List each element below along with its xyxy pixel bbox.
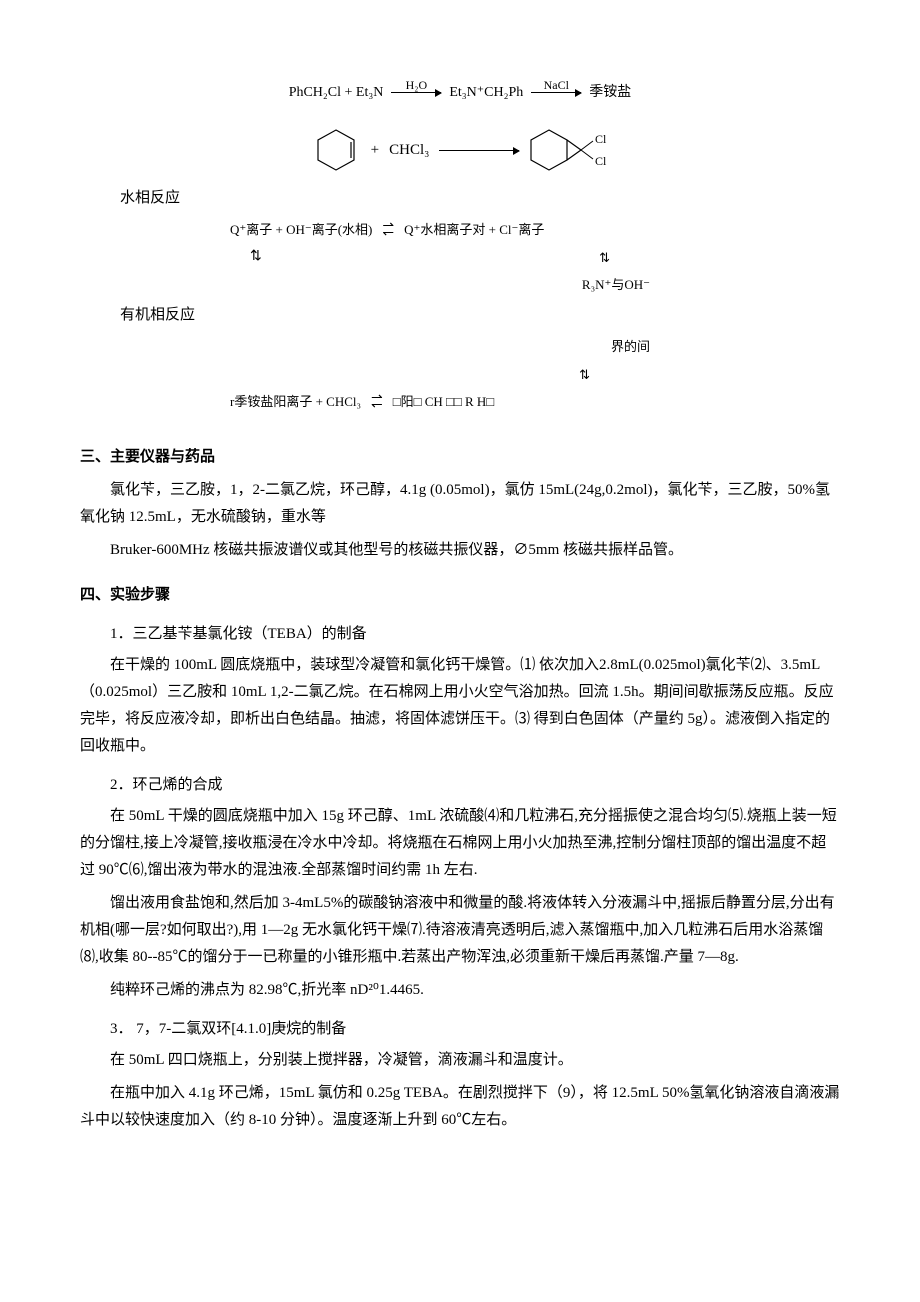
equilibrium-arrow-2: ⇀↽ — [371, 395, 383, 409]
mech-aq-left: Q⁺离子 + OH⁻离子(水相) — [230, 218, 372, 241]
down-up-arrow-icon: ⇅ — [599, 246, 610, 269]
cyclohexene-icon — [311, 125, 361, 175]
section-3-p1: 氯化苄，三乙胺，1，2-二氯乙烷，环己醇，4.1g (0.05mol)，氯仿 1… — [80, 477, 840, 531]
arrow-1: H₂O — [391, 92, 441, 93]
up-arrow-icon: ⇅ — [250, 253, 262, 261]
product-2: 季铵盐 — [589, 80, 631, 105]
diagram-reaction-2: + CHCl₃ Cl Cl — [80, 125, 840, 175]
mech-mid3-text: 界的间 — [611, 335, 650, 358]
diagram-reaction-1: PhCH₂Cl + Et₃N H₂O Et₃N⁺CH₂Ph NaCl 季铵盐 — [80, 80, 840, 105]
arrow-2: NaCl — [531, 92, 581, 93]
section-3-p2: Bruker-600MHz 核磁共振波谱仪或其他型号的核磁共振仪器，∅5mm 核… — [80, 537, 840, 564]
mech-org-right: □阳□ CH □□ R H□ — [393, 390, 494, 413]
equilibrium-arrow-1: ⇀↽ — [382, 223, 394, 237]
mechanism-grid-2: 界的间 ⇅ r季铵盐阳离子 + CHCl₃ ⇀↽ □阳□ CH □□ R H□ — [230, 335, 840, 413]
mech-mid-2: 界的间 — [230, 335, 650, 358]
reaction-diagram: PhCH₂Cl + Et₃N H₂O Et₃N⁺CH₂Ph NaCl 季铵盐 +… — [80, 80, 840, 414]
cl-label-1: Cl — [595, 132, 607, 146]
aqueous-phase-label: 水相反应 — [120, 185, 840, 212]
mech-aq-right: Q⁺水相离子对 + Cl⁻离子 — [404, 218, 544, 241]
step2-p1: 在 50mL 干燥的圆底烧瓶中加入 15g 环己醇、1mL 浓硫酸⑷和几粒沸石,… — [80, 803, 840, 884]
mech-mid-1: R₃N⁺与OH⁻ — [230, 273, 650, 296]
arrow-1-label: H₂O — [391, 75, 441, 97]
down-up-arrow-icon-2: ⇅ — [579, 363, 590, 386]
plus-sign: + — [371, 137, 379, 164]
step1-title: 1．三乙基苄基氯化铵（TEBA）的制备 — [80, 621, 840, 648]
mech-org-left: r季铵盐阳离子 + CHCl₃ — [230, 390, 361, 413]
section-4-heading: 四、实验步骤 — [80, 582, 840, 609]
chcl3-reagent: CHCl₃ — [389, 137, 429, 164]
step2-title: 2．环己烯的合成 — [80, 772, 840, 799]
arrow-3 — [439, 150, 519, 151]
mech-row-aqueous: Q⁺离子 + OH⁻离子(水相) ⇀↽ Q⁺水相离子对 + Cl⁻离子 — [230, 218, 840, 241]
mechanism-grid: Q⁺离子 + OH⁻离子(水相) ⇀↽ Q⁺水相离子对 + Cl⁻离子 ⇅ ⇅ … — [230, 218, 840, 296]
section-3-heading: 三、主要仪器与药品 — [80, 444, 840, 471]
product-1: Et₃N⁺CH₂Ph — [449, 80, 523, 105]
step2-p2: 馏出液用食盐饱和,然后加 3-4mL5%的碳酸钠溶液中和微量的酸.将液体转入分液… — [80, 890, 840, 971]
organic-phase-label: 有机相反应 — [120, 302, 840, 329]
cl-label-2: Cl — [595, 154, 607, 168]
reactant-1: PhCH₂Cl + Et₃N — [289, 80, 384, 105]
bicyclic-product-icon: Cl Cl — [529, 125, 609, 175]
step1-body: 在干燥的 100mL 圆底烧瓶中，装球型冷凝管和氯化钙干燥管。⑴ 依次加入2.8… — [80, 652, 840, 760]
mech-vert-1: ⇅ ⇅ — [230, 246, 650, 269]
mech-row-organic: r季铵盐阳离子 + CHCl₃ ⇀↽ □阳□ CH □□ R H□ — [230, 390, 840, 413]
step2-p3: 纯粹环己烯的沸点为 82.98℃,折光率 nD²⁰1.4465. — [80, 977, 840, 1004]
mech-mid1-text: R₃N⁺与OH⁻ — [582, 273, 650, 296]
step3-p1: 在 50mL 四口烧瓶上，分别装上搅拌器，冷凝管，滴液漏斗和温度计。 — [80, 1047, 840, 1074]
mech-vert-2: ⇅ — [230, 363, 650, 386]
arrow-2-label: NaCl — [531, 75, 581, 97]
step3-p2: 在瓶中加入 4.1g 环己烯，15mL 氯仿和 0.25g TEBA。在剧烈搅拌… — [80, 1080, 840, 1134]
step3-title: 3． 7，7-二氯双环[4.1.0]庚烷的制备 — [80, 1016, 840, 1043]
